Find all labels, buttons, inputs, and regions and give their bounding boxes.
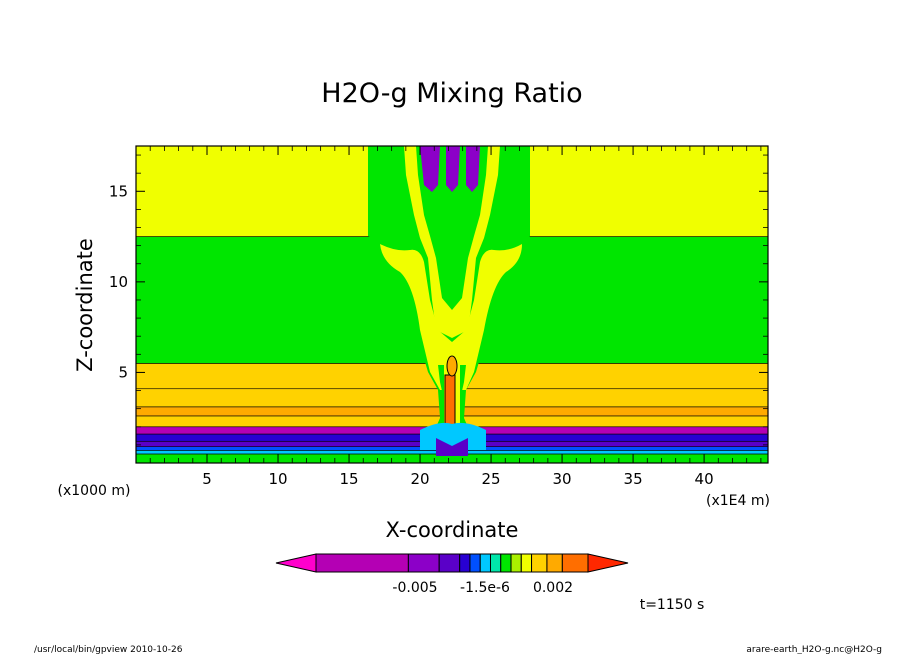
y-axis-title: Z-coordinate bbox=[73, 238, 97, 372]
colorbar-cell bbox=[520, 553, 533, 573]
colorbar-cell bbox=[438, 553, 461, 573]
plot-area bbox=[136, 146, 768, 463]
x-unit-label: (x1E4 m) bbox=[706, 493, 770, 509]
y-tick-label: 5 bbox=[118, 363, 128, 381]
colorbar-cell bbox=[469, 553, 481, 573]
colorbar bbox=[275, 553, 629, 573]
footer-left: /usr/local/bin/gpview 2010-10-26 bbox=[34, 645, 183, 654]
x-tick-label: 5 bbox=[202, 470, 212, 488]
y-unit-label: (x1000 m) bbox=[58, 483, 131, 499]
y-axis-ticks: 5 10 15 bbox=[109, 154, 768, 446]
colorbar-cell-low-extend bbox=[275, 553, 317, 573]
colorbar-cell bbox=[531, 553, 548, 573]
x-tick-label: 20 bbox=[410, 470, 429, 488]
footer-right: arare-earth_H2O-g.nc@H2O-g bbox=[746, 645, 882, 654]
colorbar-cell bbox=[561, 553, 589, 573]
x-tick-label: 25 bbox=[482, 470, 501, 488]
x-tick-label: 10 bbox=[268, 470, 287, 488]
y-tick-label: 15 bbox=[109, 182, 128, 200]
colorbar-cell bbox=[500, 553, 512, 573]
x-tick-label: 15 bbox=[339, 470, 358, 488]
colorbar-cell bbox=[489, 553, 502, 573]
colorbar-label-high: 0.002 bbox=[533, 580, 573, 596]
time-label: t=1150 s bbox=[640, 597, 705, 613]
x-axis-ticks: 5 10 15 20 25 30 35 40 bbox=[149, 146, 762, 488]
colorbar-label-mid: -1.5e-6 bbox=[460, 580, 510, 596]
plot-frame bbox=[135, 145, 769, 464]
central-plume bbox=[368, 146, 530, 456]
x-tick-label: 40 bbox=[695, 470, 714, 488]
chart-title: H2O-g Mixing Ratio bbox=[321, 78, 582, 109]
colorbar-cell bbox=[315, 553, 409, 573]
colorbar-cell bbox=[510, 553, 522, 573]
y-tick-label: 10 bbox=[109, 273, 128, 291]
x-tick-label: 35 bbox=[624, 470, 643, 488]
colorbar-cell-high-extend bbox=[587, 553, 629, 573]
colorbar-cell bbox=[479, 553, 491, 573]
x-tick-label: 30 bbox=[553, 470, 572, 488]
colorbar-label-low: -0.005 bbox=[392, 580, 437, 596]
colorbar-cell bbox=[407, 553, 440, 573]
x-axis-title: X-coordinate bbox=[386, 518, 519, 542]
colorbar-cell bbox=[546, 553, 563, 573]
colorbar-cell bbox=[459, 553, 471, 573]
